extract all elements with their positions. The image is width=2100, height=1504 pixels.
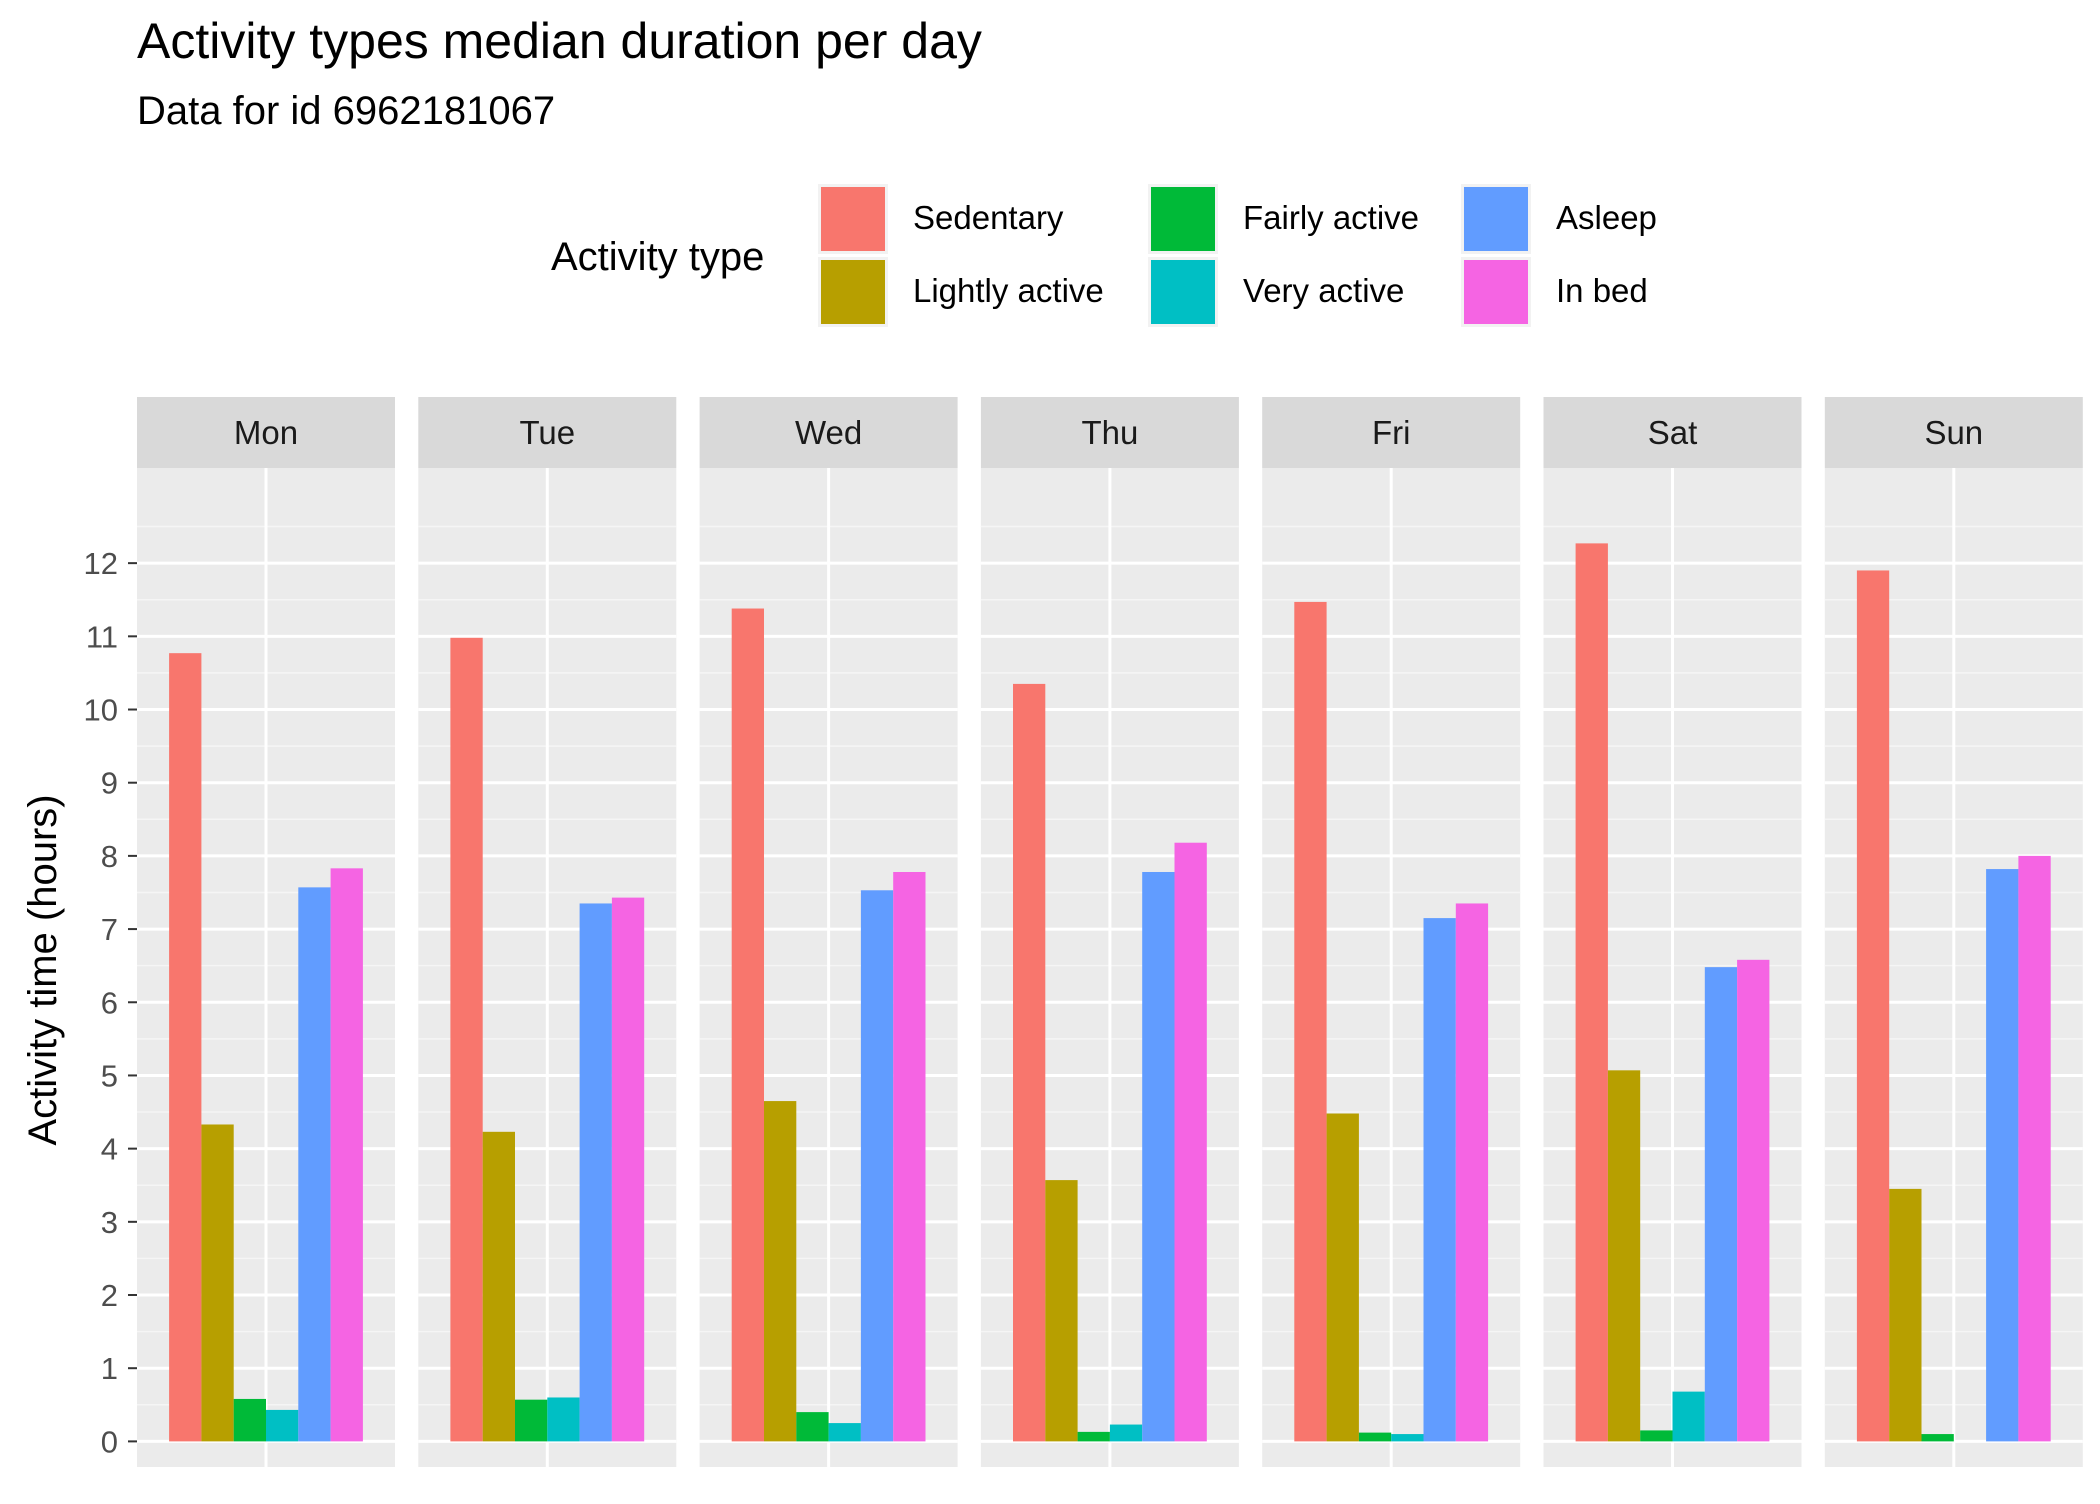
facet-strip <box>137 397 395 468</box>
y-tick-label: 3 <box>101 1205 118 1240</box>
facet-panel: Sun <box>1824 397 2083 1467</box>
bar <box>1607 1070 1641 1442</box>
y-tick-label: 6 <box>101 985 118 1020</box>
legend-swatch <box>1464 187 1528 251</box>
legend-label: Very active <box>1243 272 1404 309</box>
facet-panel: Thu <box>980 397 1239 1467</box>
legend-label: Fairly active <box>1243 199 1419 236</box>
bar <box>547 1397 580 1442</box>
y-tick-label: 7 <box>101 912 118 947</box>
legend: Sedentary Lightly active Fairly active Very… <box>818 184 1657 327</box>
bar <box>1423 918 1456 1442</box>
bar <box>893 871 926 1442</box>
bar <box>1358 1432 1392 1442</box>
bar <box>1142 871 1175 1442</box>
facet-panel: Sat <box>1543 397 1802 1467</box>
bar <box>860 890 894 1442</box>
legend-label: Lightly active <box>913 272 1104 309</box>
bar <box>1889 1188 1922 1442</box>
facet-strip <box>980 397 1239 468</box>
bar <box>298 887 331 1442</box>
bar <box>1013 683 1046 1442</box>
facet-panel: Tue <box>418 397 677 1467</box>
legend-swatch <box>1151 187 1215 251</box>
bar <box>611 897 645 1442</box>
legend-label: In bed <box>1556 272 1648 309</box>
bar <box>1077 1431 1110 1442</box>
facet-strip-label: Sat <box>1648 414 1698 451</box>
y-tick-label: 10 <box>84 693 118 728</box>
facet-panel: Wed <box>699 397 958 1467</box>
facet-strip-label: Mon <box>234 414 298 451</box>
facets: Mon Tue Wed Thu Fri Sat Sun <box>137 397 2083 1467</box>
y-tick-label: 0 <box>101 1424 118 1459</box>
bar <box>1294 601 1327 1442</box>
bar <box>450 637 483 1442</box>
bar <box>2018 855 2051 1442</box>
bar <box>796 1412 829 1442</box>
y-tick-label: 1 <box>101 1351 118 1386</box>
bar <box>233 1398 266 1442</box>
bar <box>1737 959 1770 1442</box>
legend-swatch <box>1151 260 1215 324</box>
bar <box>1326 1113 1359 1442</box>
facet-strip-label: Thu <box>1081 414 1138 451</box>
y-axis-label: Activity time (hours) <box>21 794 65 1145</box>
y-tick-label: 4 <box>101 1132 118 1167</box>
bar <box>1856 570 1890 1442</box>
facet-strip-label: Wed <box>795 414 862 451</box>
bar <box>169 653 202 1442</box>
legend-label: Sedentary <box>913 199 1064 236</box>
bar <box>1986 869 2019 1442</box>
bar <box>731 608 764 1442</box>
facet-panel: Fri <box>1262 397 1521 1467</box>
legend-swatch <box>821 260 885 324</box>
bar <box>764 1101 797 1442</box>
bar <box>1391 1434 1424 1442</box>
facet-strip-label: Tue <box>519 414 575 451</box>
legend-label: Asleep <box>1556 199 1657 236</box>
bar <box>1109 1424 1143 1442</box>
facet-strip <box>1543 397 1802 468</box>
facet-strip <box>1824 397 2083 468</box>
legend-swatch <box>1464 260 1528 324</box>
bar <box>1575 543 1608 1442</box>
y-tick-label: 5 <box>101 1058 118 1093</box>
bar <box>579 903 612 1442</box>
y-tick-label: 9 <box>101 766 118 801</box>
bar <box>515 1399 548 1442</box>
bar <box>1455 903 1489 1442</box>
legend-swatch <box>821 187 885 251</box>
legend-title: Activity type <box>551 235 764 279</box>
y-tick-label: 2 <box>101 1278 118 1313</box>
facet-strip-label: Sun <box>1924 414 1983 451</box>
y-tick-label: 8 <box>101 839 118 874</box>
bar <box>330 868 363 1442</box>
chart-subtitle: Data for id 6962181067 <box>137 89 555 133</box>
bar <box>1921 1434 1954 1442</box>
bar <box>1672 1391 1705 1442</box>
facet-strip <box>1262 397 1521 468</box>
bar <box>1045 1180 1078 1442</box>
facet-strip <box>418 397 677 468</box>
facet-strip-label: Fri <box>1372 414 1410 451</box>
y-tick-label: 11 <box>86 619 118 654</box>
bar <box>828 1423 861 1442</box>
bar <box>1704 967 1738 1442</box>
chart-title: Activity types median duration per day <box>137 13 982 69</box>
bar <box>201 1124 234 1442</box>
facet-panel: Mon <box>137 397 395 1467</box>
bar <box>1640 1430 1673 1442</box>
bar <box>266 1409 299 1442</box>
y-tick-label: 12 <box>84 546 118 581</box>
bar <box>1174 842 1207 1442</box>
facet-strip <box>699 397 958 468</box>
bar <box>482 1131 515 1442</box>
